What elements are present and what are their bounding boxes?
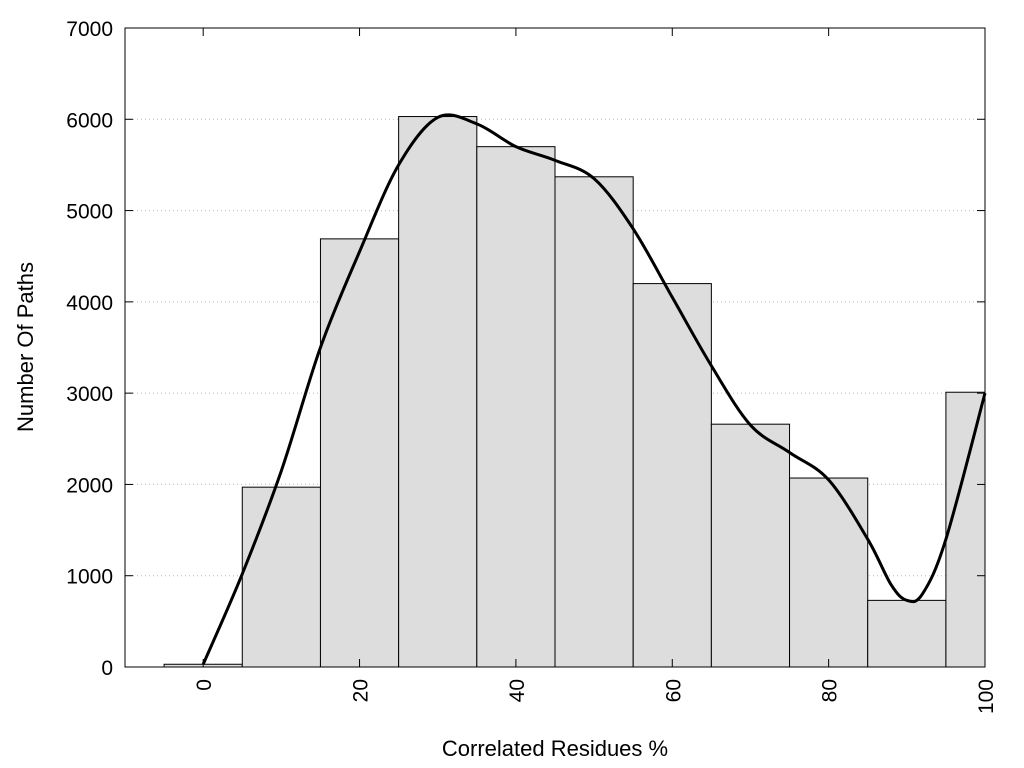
y-tick-label: 3000 [66,383,113,406]
y-tick-label: 6000 [66,109,113,132]
histogram-bar [398,116,478,668]
bars-group [163,116,986,668]
histogram-bar [789,477,869,668]
x-axis-title: Correlated Residues % [442,736,668,761]
plot-area-frame [124,27,986,668]
y-tick-label: 1000 [66,566,113,589]
x-tick-label: 20 [350,679,373,702]
x-tick-label: 100 [975,679,998,714]
y-tick-label: 2000 [66,474,113,497]
x-tick-label: 60 [662,679,685,702]
x-tick-label: 80 [819,679,842,702]
histogram-bar [945,391,986,668]
histogram-bar [867,599,947,668]
y-tick-label: 0 [101,657,113,680]
histogram-bar [319,238,400,668]
histogram-bar [241,486,321,668]
histogram-bar [476,146,556,668]
x-tick-label: 0 [193,679,216,691]
x-axis-ticks: 0 20 40 60 80 100 [193,28,998,714]
y-axis-ticks: 0 1000 2000 3000 4000 5000 6000 7000 [66,18,985,680]
histogram-bar [554,176,634,668]
y-tick-label: 7000 [66,18,113,41]
histogram-bar [632,283,712,668]
y-tick-label: 5000 [66,201,113,224]
y-tick-label: 4000 [66,292,113,315]
y-axis-title: Number Of Paths [13,262,38,432]
histogram-bar [710,423,791,668]
x-tick-label: 40 [506,679,529,702]
smooth-curve-line [201,113,987,665]
